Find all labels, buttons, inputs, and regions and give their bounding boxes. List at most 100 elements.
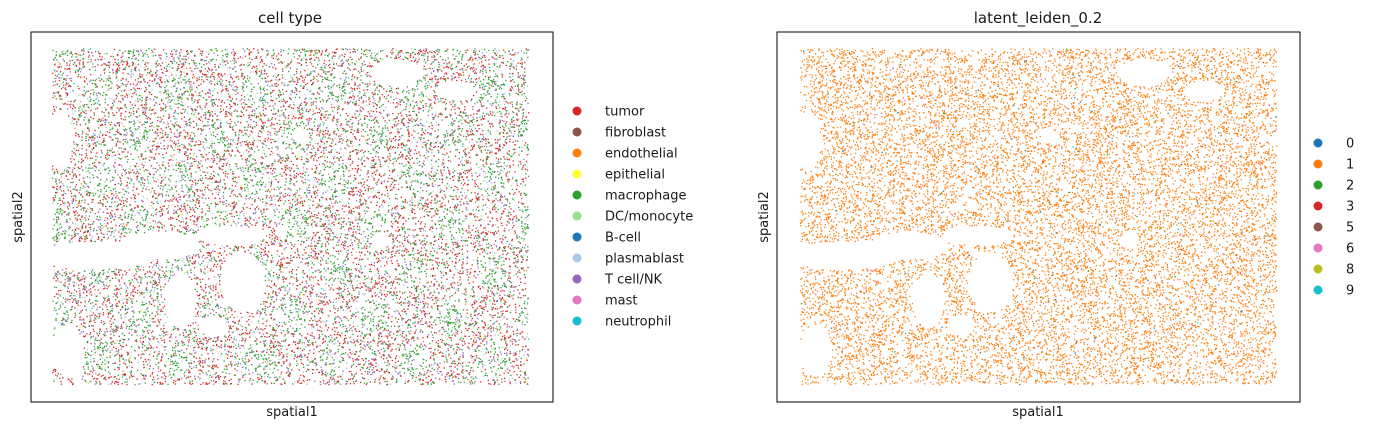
- scatter-point: [204, 148, 205, 149]
- scatter-point: [479, 271, 480, 272]
- scatter-point: [519, 351, 520, 352]
- scatter-point: [383, 175, 384, 176]
- scatter-point: [215, 295, 216, 296]
- scatter-point: [138, 166, 139, 167]
- scatter-point: [220, 259, 221, 260]
- scatter-point: [396, 180, 397, 181]
- scatter-point: [289, 213, 290, 214]
- scatter-point: [58, 235, 59, 236]
- scatter-point: [122, 229, 123, 230]
- scatter-point: [105, 127, 106, 128]
- scatter-point: [238, 115, 239, 116]
- scatter-point: [415, 60, 416, 61]
- scatter-point: [308, 192, 309, 193]
- scatter-point: [97, 216, 98, 217]
- scatter-point: [86, 155, 87, 156]
- scatter-point: [271, 55, 272, 56]
- scatter-point: [120, 293, 121, 294]
- scatter-point: [359, 252, 360, 253]
- scatter-point: [315, 255, 316, 256]
- scatter-point: [215, 223, 216, 224]
- scatter-point: [119, 364, 120, 365]
- scatter-point: [178, 350, 179, 351]
- scatter-point: [232, 356, 233, 357]
- scatter-point: [180, 199, 181, 200]
- scatter-point: [178, 207, 179, 208]
- scatter-point: [427, 60, 428, 61]
- scatter-point: [211, 147, 212, 148]
- scatter-point: [217, 292, 218, 293]
- scatter-point: [434, 369, 435, 370]
- scatter-point: [525, 346, 526, 347]
- scatter-point: [350, 341, 351, 342]
- scatter-point: [481, 245, 482, 246]
- scatter-point: [307, 225, 308, 226]
- scatter-point: [320, 183, 321, 184]
- scatter-point: [441, 342, 442, 343]
- scatter-point: [220, 269, 221, 270]
- scatter-point: [122, 376, 123, 377]
- scatter-point: [466, 81, 467, 82]
- scatter-point: [350, 57, 351, 58]
- scatter-point: [300, 113, 301, 114]
- scatter-point: [381, 294, 382, 295]
- scatter-point: [330, 273, 331, 274]
- scatter-point: [242, 88, 243, 89]
- scatter-point: [523, 312, 524, 313]
- scatter-point: [414, 352, 415, 353]
- scatter-point: [186, 331, 187, 332]
- scatter-point: [449, 299, 450, 300]
- scatter-point: [150, 345, 151, 346]
- scatter-point: [244, 96, 245, 97]
- scatter-point: [490, 133, 491, 134]
- scatter-point: [432, 260, 433, 261]
- scatter-point: [89, 232, 90, 233]
- scatter-point: [295, 308, 296, 309]
- scatter-point: [391, 226, 392, 227]
- scatter-point: [189, 383, 190, 384]
- scatter-point: [316, 108, 317, 109]
- scatter-point: [62, 103, 63, 104]
- scatter-point: [494, 58, 495, 59]
- scatter-point: [300, 197, 301, 198]
- scatter-point: [291, 107, 292, 108]
- scatter-point: [379, 215, 380, 216]
- scatter-point: [328, 53, 329, 54]
- scatter-point: [344, 338, 345, 339]
- scatter-point: [157, 382, 158, 383]
- scatter-point: [512, 198, 513, 199]
- scatter-point: [125, 364, 126, 365]
- scatter-point: [343, 174, 344, 175]
- scatter-point: [487, 325, 488, 326]
- scatter-point: [523, 255, 524, 256]
- scatter-point: [323, 224, 324, 225]
- scatter-point: [114, 330, 115, 331]
- scatter-point: [66, 219, 67, 220]
- scatter-point: [114, 214, 115, 215]
- scatter-point: [426, 360, 427, 361]
- scatter-point: [258, 356, 259, 357]
- scatter-point: [189, 190, 190, 191]
- scatter-point: [115, 146, 116, 147]
- scatter-point: [52, 166, 53, 167]
- scatter-point: [72, 222, 73, 223]
- scatter-point: [184, 383, 185, 384]
- scatter-point: [152, 51, 153, 52]
- scatter-point: [318, 179, 319, 180]
- scatter-point: [446, 289, 447, 290]
- scatter-point: [379, 292, 380, 293]
- scatter-point: [60, 306, 61, 307]
- scatter-point: [425, 130, 426, 131]
- scatter-point: [416, 170, 417, 171]
- scatter-point: [96, 277, 97, 278]
- scatter-point: [333, 266, 334, 267]
- scatter-point: [281, 130, 282, 131]
- scatter-point: [217, 119, 218, 120]
- scatter-point: [271, 119, 272, 120]
- scatter-point: [124, 298, 125, 299]
- scatter-point: [248, 169, 249, 170]
- scatter-point: [483, 136, 484, 137]
- scatter-point: [518, 241, 519, 242]
- scatter-point: [486, 133, 487, 134]
- scatter-point: [59, 96, 60, 97]
